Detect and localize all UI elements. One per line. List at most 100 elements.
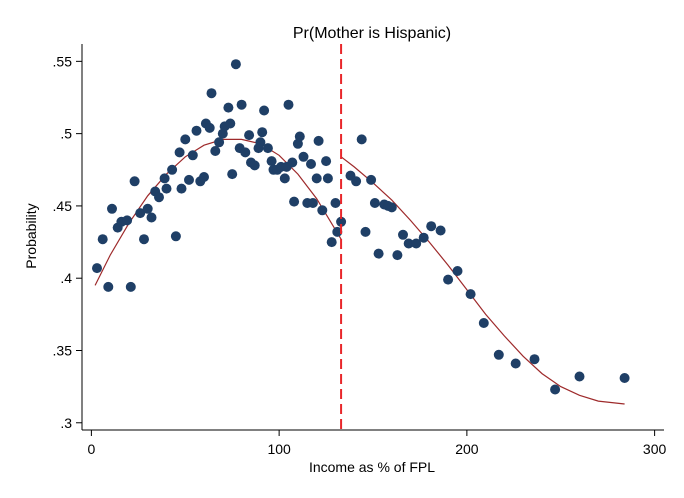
data-point [398, 229, 408, 240]
y-axis-title: Probability [23, 203, 39, 268]
data-point [262, 143, 273, 154]
data-point [321, 156, 332, 167]
data-point [317, 205, 328, 216]
data-point [159, 173, 170, 184]
data-point [369, 198, 380, 208]
data-point [257, 127, 268, 138]
data-point [360, 226, 371, 237]
data-point [266, 156, 277, 167]
data-point [236, 99, 247, 110]
data-point [97, 234, 108, 245]
data-point [139, 234, 149, 245]
data-point [403, 238, 414, 249]
data-point [574, 371, 585, 382]
data-point [206, 88, 217, 99]
x-tick-label: 200 [455, 441, 479, 457]
data-point [443, 274, 454, 285]
y-tick-label: .45 [53, 198, 73, 214]
data-point [336, 216, 347, 227]
data-point [125, 281, 136, 292]
data-point [356, 134, 367, 145]
data-point [619, 373, 630, 383]
data-point [313, 135, 324, 146]
data-point [306, 159, 316, 169]
data-points-group [92, 59, 630, 395]
data-point [240, 147, 251, 158]
y-tick-label: .55 [53, 53, 73, 69]
data-point [493, 349, 504, 360]
data-point [103, 281, 114, 292]
data-point [142, 203, 153, 214]
data-point [373, 248, 384, 259]
data-point [259, 105, 270, 116]
data-point [92, 263, 102, 274]
data-point [294, 131, 305, 142]
data-point [478, 318, 489, 328]
fit-line-right [340, 156, 625, 405]
data-point [204, 122, 215, 133]
y-tick-label: .4 [60, 270, 72, 286]
x-tick-label: 100 [267, 441, 291, 457]
data-point [161, 183, 172, 194]
data-point [135, 208, 146, 219]
data-point [332, 226, 343, 237]
data-point [392, 250, 403, 261]
data-point [411, 238, 422, 249]
data-point [366, 174, 377, 185]
y-tick-label: .5 [60, 126, 72, 142]
data-point [180, 134, 191, 145]
data-point [279, 173, 290, 184]
data-point [146, 212, 157, 223]
data-point [199, 172, 209, 182]
data-point [351, 176, 362, 187]
data-point [550, 384, 561, 395]
x-tick-label: 300 [643, 441, 667, 457]
data-point [107, 203, 117, 214]
data-point [452, 266, 463, 276]
x-axis-title: Income as % of FPL [309, 459, 435, 475]
chart-title: Pr(Mother is Hispanic) [293, 25, 451, 42]
data-point [287, 157, 298, 168]
data-point [174, 147, 185, 158]
data-point [230, 59, 241, 70]
data-point [326, 237, 337, 248]
data-point [214, 137, 225, 148]
data-point [322, 173, 333, 184]
data-point [386, 202, 397, 213]
data-point [426, 221, 437, 232]
data-point [298, 151, 309, 162]
data-point [311, 173, 322, 184]
data-point [154, 192, 164, 203]
data-point [184, 174, 194, 185]
data-point [187, 150, 198, 161]
data-point [283, 99, 294, 110]
data-point [244, 130, 255, 141]
fit-lines-group [94, 138, 625, 405]
data-point [167, 164, 178, 175]
data-point [227, 169, 238, 180]
data-point [330, 198, 341, 208]
y-tick-label: .3 [60, 415, 72, 431]
data-point [223, 102, 234, 113]
data-point [210, 146, 221, 156]
data-point [176, 183, 187, 194]
data-point [435, 225, 446, 236]
data-point [529, 354, 540, 365]
data-point [129, 176, 140, 187]
data-point [225, 118, 236, 129]
data-point [170, 231, 181, 242]
data-point [191, 125, 202, 136]
data-point [255, 137, 266, 148]
x-tick-label: 0 [87, 441, 95, 457]
data-point [465, 289, 476, 300]
data-point [122, 215, 133, 226]
data-point [249, 160, 260, 171]
fit-line-left [94, 138, 342, 286]
data-point [510, 358, 521, 369]
data-point [418, 232, 429, 243]
axes-group: .3 .35 .4 .45 .5 .55 0 100 200 300 [53, 44, 667, 457]
y-tick-label: .35 [53, 342, 73, 358]
data-point [307, 198, 318, 208]
data-point [289, 196, 300, 207]
